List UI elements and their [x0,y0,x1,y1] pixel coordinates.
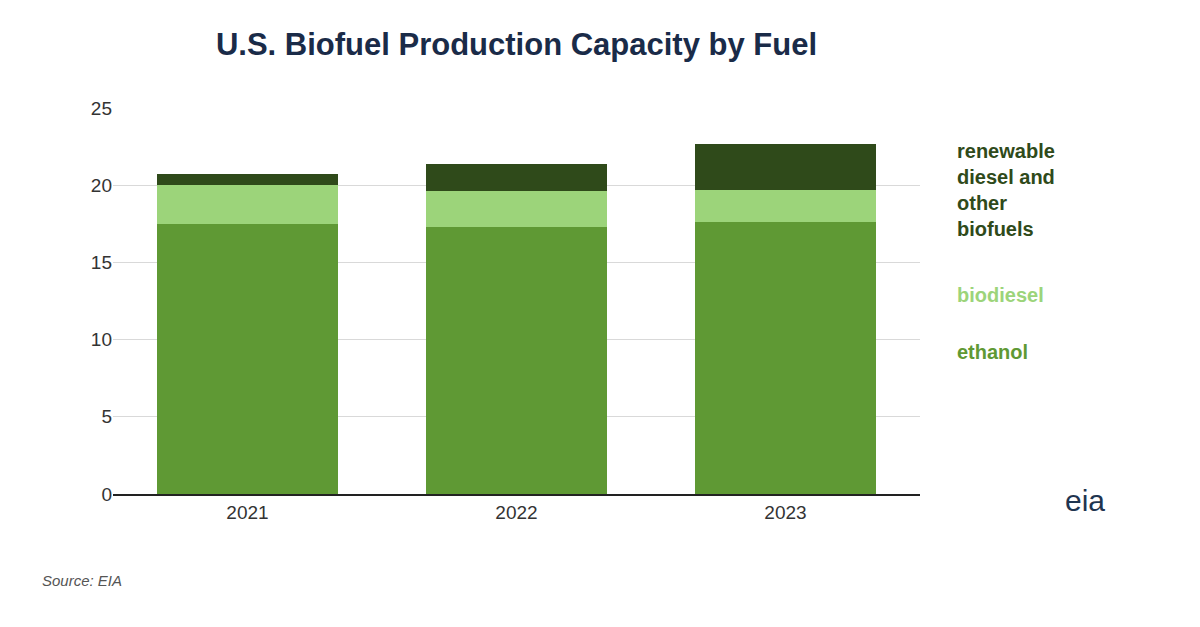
svg-text:5: 5 [101,406,112,427]
svg-text:U.S. Biofuel Production Capaci: U.S. Biofuel Production Capacity by Fuel [216,27,817,62]
svg-text:ethanol: ethanol [957,341,1028,363]
svg-text:20: 20 [91,175,112,196]
svg-text:10: 10 [91,329,112,350]
svg-text:2021: 2021 [226,502,268,523]
svg-text:2022: 2022 [495,502,537,523]
svg-text:Source: EIA: Source: EIA [42,572,122,589]
svg-text:eia: eia [1065,484,1105,517]
svg-text:15: 15 [91,252,112,273]
svg-text:renewablediesel andotherbiofue: renewablediesel andotherbiofuels [957,140,1055,240]
svg-text:2023: 2023 [764,502,806,523]
svg-text:25: 25 [91,98,112,119]
svg-text:0: 0 [101,484,112,505]
svg-text:biodiesel: biodiesel [957,284,1044,306]
